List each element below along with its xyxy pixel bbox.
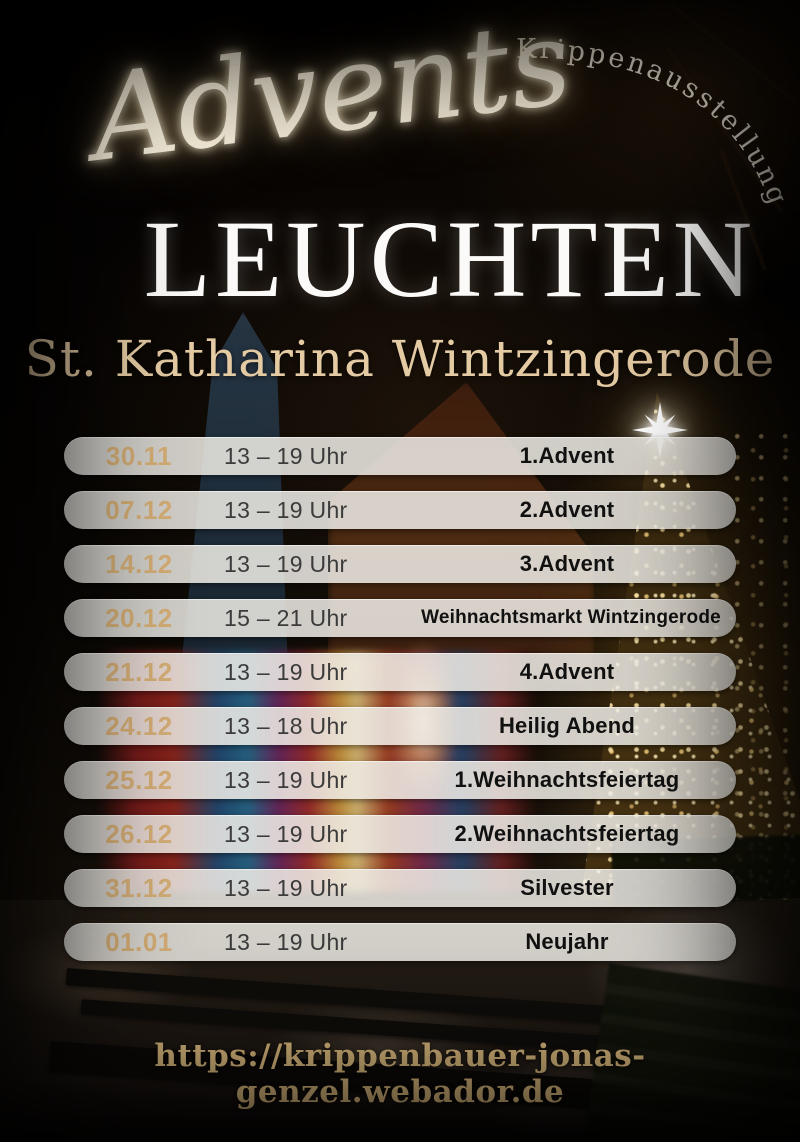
event-time: 13 – 19 Uhr: [224, 496, 348, 523]
event-time: 13 – 19 Uhr: [224, 820, 348, 847]
website-link[interactable]: https://krippenbauer-jonas-genzel.webado…: [154, 1038, 646, 1110]
event-time: 15 – 21 Uhr: [224, 604, 348, 631]
event-time: 13 – 19 Uhr: [224, 658, 348, 685]
schedule-row: 01.01 13 – 19 Uhr Neujahr: [64, 923, 736, 961]
event-date: 31.12: [105, 872, 173, 903]
event-time: 13 – 19 Uhr: [224, 442, 348, 469]
schedule-row: 31.12 13 – 19 Uhr Silvester: [64, 869, 736, 907]
event-date: 26.12: [105, 818, 173, 849]
event-title: 4.Advent: [519, 659, 615, 684]
bottom-shadow: [0, 1082, 800, 1142]
event-title: Heilig Abend: [498, 713, 636, 738]
schedule-row: 14.12 13 – 19 Uhr 3.Advent: [64, 545, 736, 583]
event-date: 07.12: [105, 494, 173, 525]
event-title: 3.Advent: [519, 551, 615, 576]
schedule-row: 07.12 13 – 19 Uhr 2.Advent: [64, 491, 736, 529]
event-title: 1.Weihnachtsfeiertag: [454, 767, 680, 792]
event-time: 13 – 19 Uhr: [224, 928, 348, 955]
event-title: Weihnachtsmarkt Wintzingerode: [421, 607, 721, 628]
event-time: 13 – 19 Uhr: [224, 874, 348, 901]
event-date: 21.12: [105, 656, 173, 687]
schedule-row: 21.12 13 – 19 Uhr 4.Advent: [64, 653, 736, 691]
main-title-leuchten: LEUCHTEN: [143, 198, 757, 320]
event-title: Silvester: [520, 875, 614, 900]
event-date: 24.12: [105, 710, 173, 741]
event-title: Neujahr: [525, 929, 609, 954]
event-date: 20.12: [105, 602, 173, 633]
schedule-row: 24.12 13 – 18 Uhr Heilig Abend: [64, 707, 736, 745]
event-date: 14.12: [105, 548, 173, 579]
event-time: 13 – 18 Uhr: [224, 712, 348, 739]
schedule-row: 26.12 13 – 19 Uhr 2.Weihnachtsfeiertag: [64, 815, 736, 853]
event-date: 30.11: [105, 440, 173, 471]
event-title: 2.Advent: [519, 497, 615, 522]
subtitle-church-name: St. Katharina Wintzingerode: [24, 330, 776, 388]
schedule-row: 20.12 15 – 21 Uhr Weihnachtsmarkt Wintzi…: [64, 599, 736, 637]
event-date: 25.12: [105, 764, 173, 795]
event-time: 13 – 19 Uhr: [224, 550, 348, 577]
schedule-row: 30.11 13 – 19 Uhr 1.Advent: [64, 437, 736, 475]
event-schedule: 30.11 13 – 19 Uhr 1.Advent 07.12 13 – 19…: [64, 437, 736, 961]
event-time: 13 – 19 Uhr: [224, 766, 348, 793]
event-title: 2.Weihnachtsfeiertag: [454, 821, 680, 846]
event-date: 01.01: [105, 926, 173, 957]
schedule-row: 25.12 13 – 19 Uhr 1.Weihnachtsfeiertag: [64, 761, 736, 799]
event-title: 1.Advent: [519, 443, 615, 468]
